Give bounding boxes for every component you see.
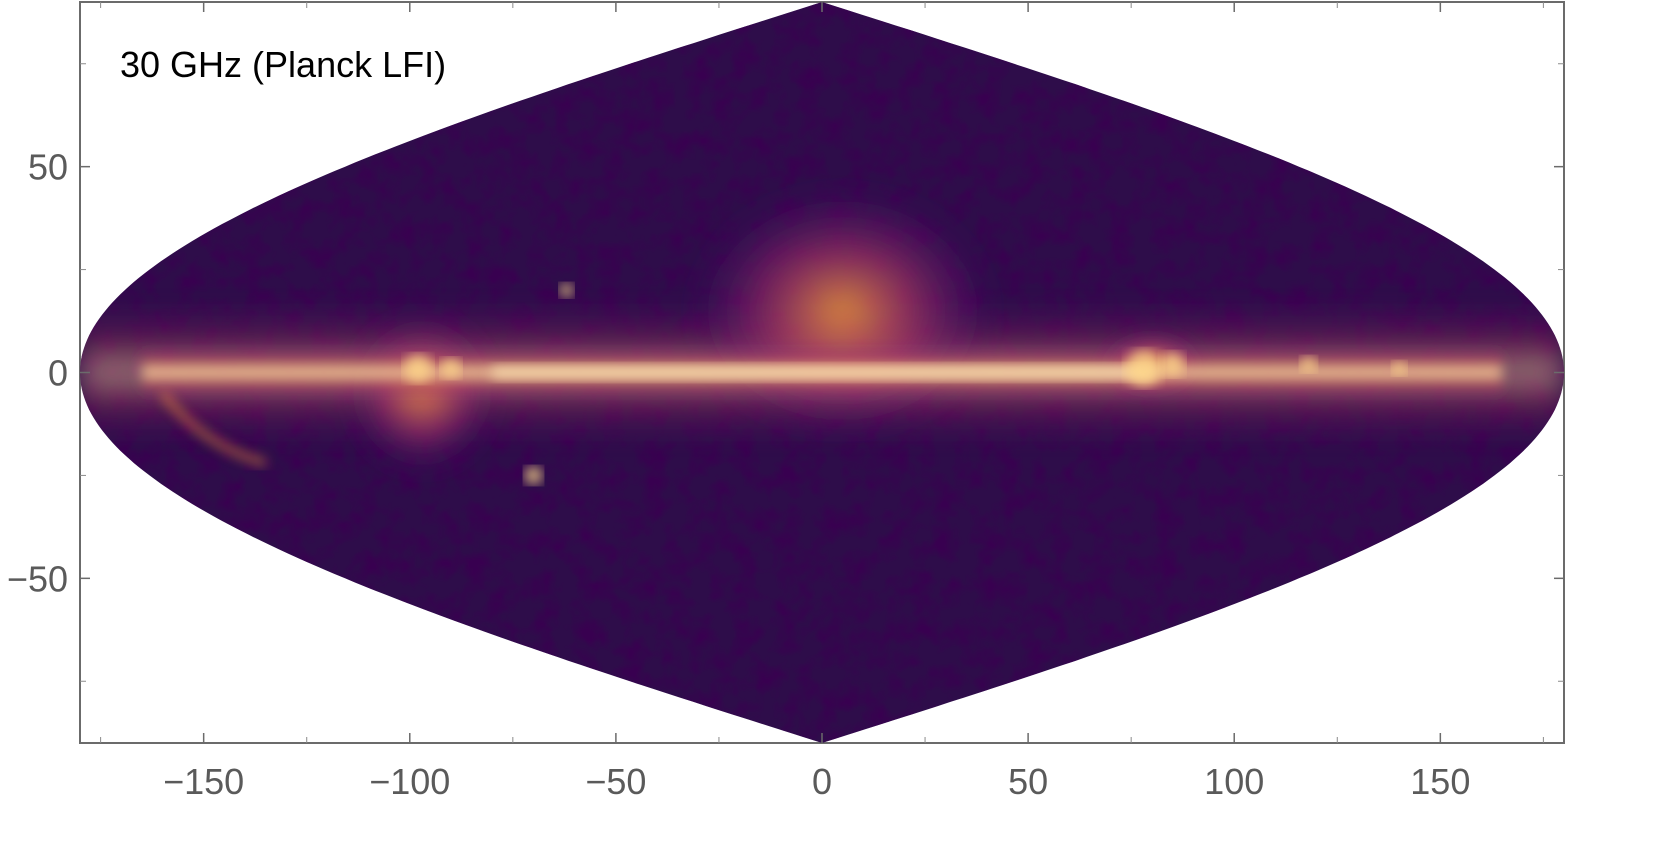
x-tick-label: 50 [1008,761,1048,802]
bright-source [1160,352,1185,377]
map-title: 30 GHz (Planck LFI) [120,44,446,85]
y-axis: −50 0 50 [7,63,1564,682]
y-tick-label: 0 [48,353,68,394]
arc-feature [160,391,267,466]
x-tick-label: 0 [812,761,832,802]
x-tick-label: 100 [1204,761,1264,802]
bright-source [524,466,543,485]
bright-source [1392,361,1407,376]
bright-source [1300,356,1317,373]
sky-map-image [80,2,1564,743]
x-tick-label: −100 [369,761,450,802]
galactic-plane-core [492,363,1152,382]
x-tick-label: 150 [1410,761,1470,802]
bright-source [404,354,433,383]
x-axis: −150 −100 −50 0 50 100 150 [100,2,1544,802]
bright-source [559,283,574,298]
x-tick-label: −50 [585,761,646,802]
y-tick-label: −50 [7,558,68,599]
x-tick-label: −150 [163,761,244,802]
y-tick-label: 50 [28,147,68,188]
bright-source [441,358,461,379]
bright-source [1125,350,1162,387]
